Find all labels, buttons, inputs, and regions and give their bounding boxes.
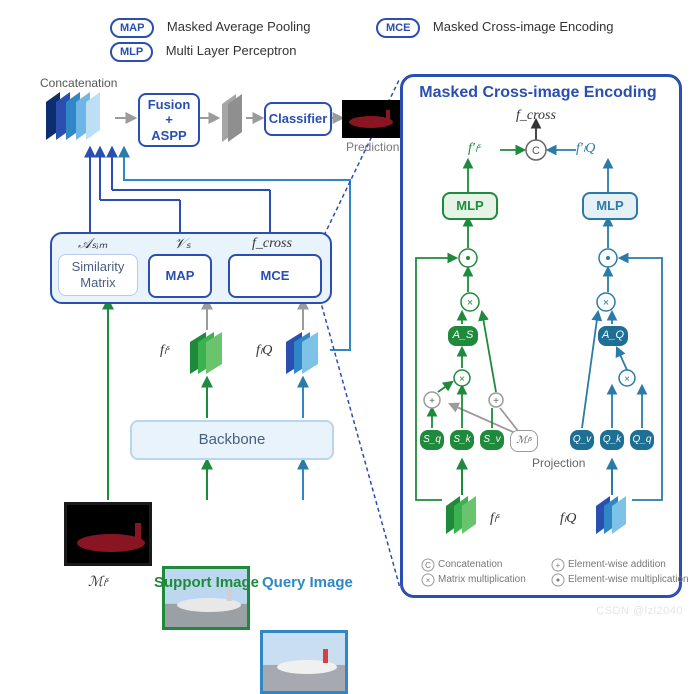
prediction-label: Prediction [346, 140, 399, 154]
legend-map-text: Masked Average Pooling [167, 19, 311, 34]
mce-box: MCE [228, 254, 322, 298]
right-flS-label: fₗˢ [490, 510, 499, 527]
flS-slab [184, 330, 234, 378]
similarity-box: Similarity Matrix [58, 254, 138, 296]
mask-label: ℳₗˢ [88, 574, 108, 591]
asim-sym: 𝒜ₛᵢₘ [78, 236, 107, 253]
leg-x: Matrix multiplication [438, 574, 526, 585]
flQ-slab [280, 330, 330, 378]
query-label: Query Image [262, 574, 353, 591]
legend-map-pill: MAP [110, 18, 154, 38]
legend-mlp-pill: MLP [110, 42, 153, 62]
mlp-right: MLP [582, 192, 638, 220]
right-flS-slab [440, 494, 486, 538]
classifier-box: Classifier [264, 102, 332, 136]
Qv-node: Q_v [570, 430, 594, 450]
concat-label: Concatenation [40, 76, 117, 90]
vs-sym: 𝒱ₛ [174, 236, 191, 253]
flS-label: fₗˢ [160, 342, 169, 359]
right-fpQ: f′ₗQ [576, 140, 595, 157]
backbone-box: Backbone [130, 420, 334, 460]
flQ-label: fₗQ [256, 342, 272, 359]
leg-C: Concatenation [438, 559, 503, 570]
leg-plus: Element-wise addition [568, 559, 666, 570]
MlS-node: ℳₗˢ [510, 430, 538, 452]
legend-mlp-text: Multi Layer Perceptron [166, 43, 297, 58]
map-box: MAP [148, 254, 212, 298]
right-fpS: f′ₗˢ [468, 140, 480, 157]
support-label: Support Image [154, 574, 259, 591]
Qq-node: Q_q [630, 430, 654, 450]
Qk-node: Q_k [600, 430, 624, 450]
leg-dot: Element-wise multiplication [568, 574, 689, 585]
fcross-sym: f_cross [252, 236, 292, 252]
right-fcross: f_cross [516, 108, 556, 124]
right-title: Masked Cross-image Encoding [410, 84, 666, 102]
legend-mce-pill: MCE [376, 18, 420, 38]
grey-feature-block [218, 92, 248, 146]
projection-label: Projection [532, 456, 585, 470]
right-flQ-label: fₗQ [560, 510, 576, 527]
fusion-box: Fusion + ASPP [138, 93, 200, 147]
Sk-node: S_k [450, 430, 474, 450]
concat-stack [40, 90, 120, 150]
Sq-node: S_q [420, 430, 444, 450]
mlp-left: MLP [442, 192, 498, 220]
query-thumb [260, 630, 348, 694]
AS-node: A_S [448, 326, 478, 346]
watermark: CSDN @lzl2040 [596, 605, 683, 617]
prediction-thumb [342, 100, 400, 138]
Sv-node: S_v [480, 430, 504, 450]
legend-mce-text: Masked Cross-image Encoding [433, 19, 614, 34]
right-flQ-slab [590, 494, 636, 538]
mask-thumb [64, 502, 152, 566]
AQ-node: A_Q [598, 326, 628, 346]
